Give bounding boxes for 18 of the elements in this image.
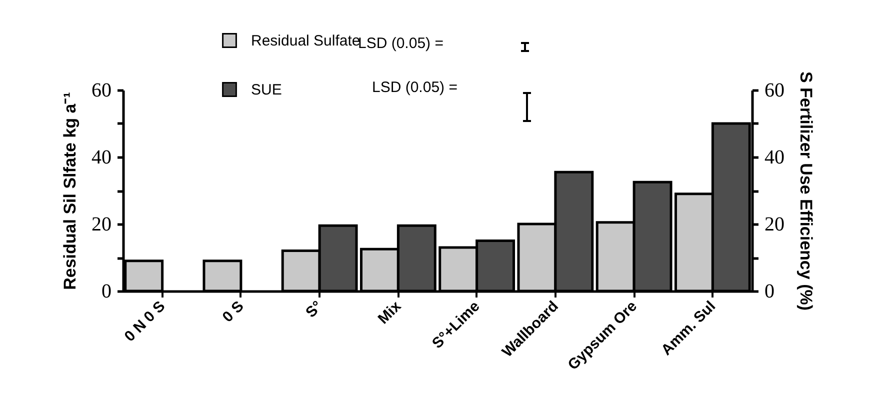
legend-label: SUE: [251, 82, 282, 98]
y2-tick-label: 60: [764, 80, 784, 102]
y2-tick-label: 20: [764, 214, 784, 236]
y-axis-title: Residual Sil Slfate kg a⁻¹: [60, 92, 80, 290]
x-tick-label: 0 S: [219, 298, 248, 326]
y2-axis-title: S Fertilizer Use Efficiency (%): [796, 71, 816, 311]
y-tick-label: 0: [102, 280, 112, 302]
y-tick-label: 40: [92, 146, 112, 168]
x-tick-label: S°: [302, 298, 326, 322]
text: LSD (0.05) =: [358, 35, 444, 52]
y-tick-label: 60: [92, 80, 112, 102]
x-tick-label: 0 N 0 S: [121, 298, 169, 346]
y2-tick-label: 0: [764, 280, 774, 302]
y-tick-label: 20: [92, 214, 112, 236]
annotation: LSD (0.05) =: [372, 79, 458, 96]
legend-label: Residual Sulfate: [251, 32, 360, 50]
x-tick-label: Mix: [374, 297, 406, 328]
y2-tick-label: 40: [764, 146, 784, 168]
